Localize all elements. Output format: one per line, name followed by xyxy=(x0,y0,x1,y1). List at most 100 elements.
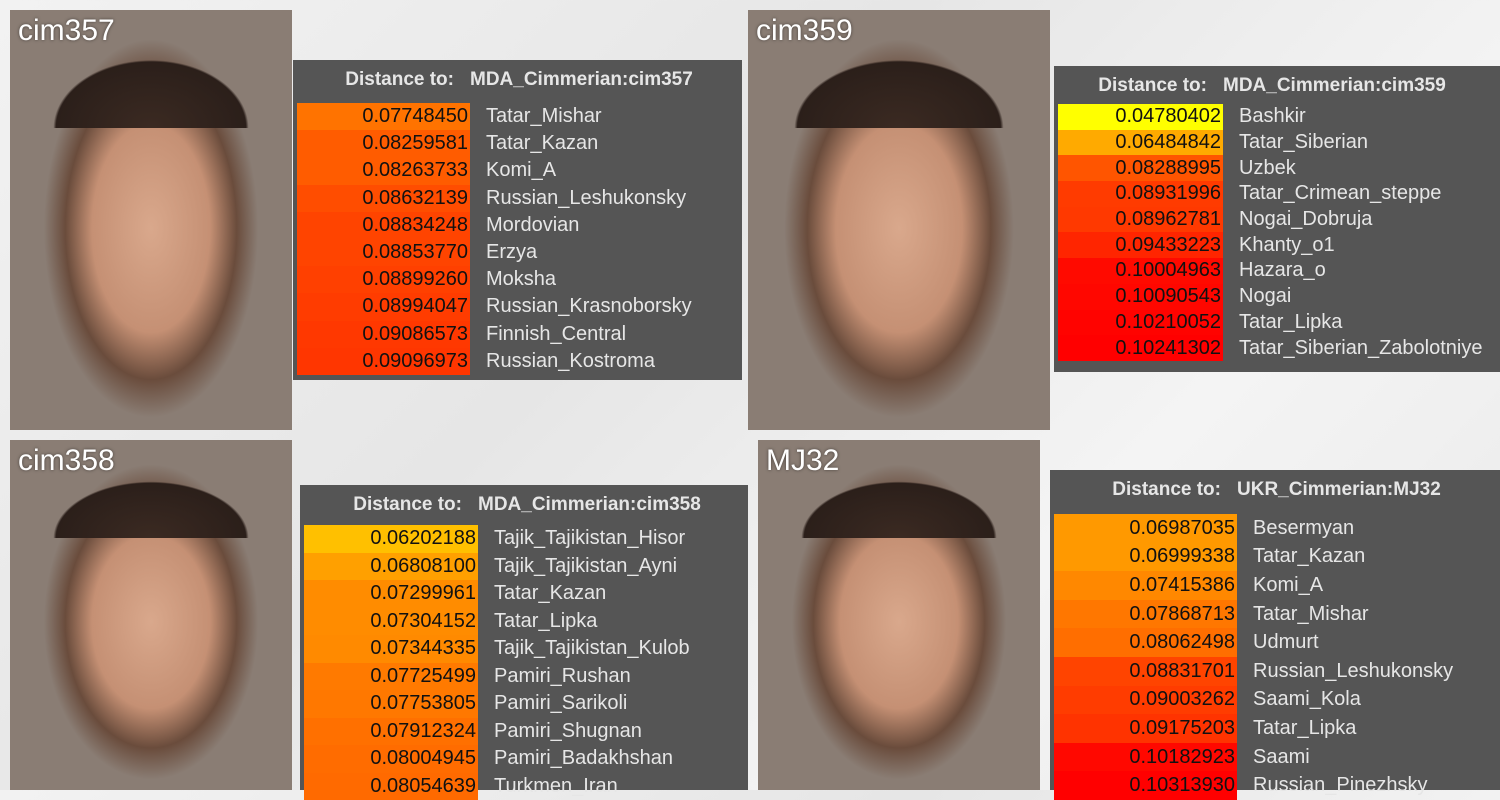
distance-value: 0.08994047 xyxy=(297,293,470,320)
table-header: Distance to:UKR_Cimmerian:MJ32 xyxy=(1050,470,1500,510)
population-name: Uzbek xyxy=(1223,157,1296,180)
distance-value: 0.10313930 xyxy=(1054,771,1237,800)
population-name: Erzya xyxy=(470,241,537,264)
distance-value: 0.08834248 xyxy=(297,212,470,239)
table-header: Distance to:MDA_Cimmerian:cim358 xyxy=(300,485,748,525)
population-name: Komi_A xyxy=(470,159,556,182)
population-name: Russian_Leshukonsky xyxy=(1237,660,1453,683)
population-name: Komi_A xyxy=(1237,574,1323,597)
population-name: Tajik_Tajikistan_Kulob xyxy=(478,637,690,660)
population-name: Tajik_Tajikistan_Ayni xyxy=(478,555,677,578)
population-name: Finnish_Central xyxy=(470,323,626,346)
distance-value: 0.08263733 xyxy=(297,157,470,184)
population-name: Saami xyxy=(1237,746,1310,769)
population-name: Mordovian xyxy=(470,214,579,237)
distance-value: 0.10182923 xyxy=(1054,743,1237,772)
population-name: Tatar_Crimean_steppe xyxy=(1223,182,1441,205)
distance-value: 0.07304152 xyxy=(304,608,478,636)
sample-label: cim359 xyxy=(756,14,853,48)
distance-value: 0.09433223 xyxy=(1058,232,1223,258)
face-photo: cim359 xyxy=(748,10,1050,430)
population-name: Nogai xyxy=(1223,285,1291,308)
population-name: Saami_Kola xyxy=(1237,688,1361,711)
distance-value: 0.08632139 xyxy=(297,185,470,212)
distance-value: 0.09003262 xyxy=(1054,686,1237,715)
header-label: Distance to: xyxy=(1054,75,1223,97)
population-name: Pamiri_Shugnan xyxy=(478,720,642,743)
distance-table: Distance to:MDA_Cimmerian:cim357 0.077484… xyxy=(293,60,742,380)
distance-value: 0.07299961 xyxy=(304,580,478,608)
population-name: Pamiri_Badakhshan xyxy=(478,747,673,770)
distance-value: 0.07748450 xyxy=(297,103,470,130)
target-name: MDA_Cimmerian:cim357 xyxy=(470,69,693,91)
population-name: Khanty_o1 xyxy=(1223,234,1335,257)
distance-value: 0.07415386 xyxy=(1054,571,1237,600)
population-name: Besermyan xyxy=(1237,517,1354,540)
population-name: Tatar_Kazan xyxy=(470,132,598,155)
sample-label: cim357 xyxy=(18,14,115,48)
distance-value: 0.08259581 xyxy=(297,130,470,157)
target-name: MDA_Cimmerian:cim359 xyxy=(1223,75,1446,97)
table-header: Distance to:MDA_Cimmerian:cim359 xyxy=(1054,66,1500,106)
population-name: Tatar_Lipka xyxy=(478,610,597,633)
face-photo: MJ32 xyxy=(758,440,1040,790)
target-name: MDA_Cimmerian:cim358 xyxy=(478,494,701,516)
target-name: UKR_Cimmerian:MJ32 xyxy=(1237,479,1441,501)
face-photo: cim357 xyxy=(10,10,292,430)
header-label: Distance to: xyxy=(1050,479,1237,501)
population-name: Tatar_Mishar xyxy=(1237,603,1369,626)
distance-value: 0.08853770 xyxy=(297,239,470,266)
population-name: Pamiri_Rushan xyxy=(478,665,631,688)
population-name: Russian_Pinezhsky xyxy=(1237,774,1428,797)
distance-value: 0.07344335 xyxy=(304,635,478,663)
distance-value: 0.06484842 xyxy=(1058,130,1223,156)
distance-value: 0.09096973 xyxy=(297,348,470,375)
face-photo: cim358 xyxy=(10,440,292,790)
population-name: Tatar_Kazan xyxy=(1237,545,1365,568)
distance-value: 0.08962781 xyxy=(1058,207,1223,233)
table-header: Distance to:MDA_Cimmerian:cim357 xyxy=(293,60,742,100)
distance-value: 0.08004945 xyxy=(304,745,478,773)
population-name: Moksha xyxy=(470,268,556,291)
distance-value: 0.10090543 xyxy=(1058,284,1223,310)
distance-value: 0.07753805 xyxy=(304,690,478,718)
distance-value: 0.08899260 xyxy=(297,266,470,293)
population-name: Tatar_Mishar xyxy=(470,105,602,128)
population-name: Hazara_o xyxy=(1223,259,1326,282)
header-label: Distance to: xyxy=(300,494,478,516)
population-name: Pamiri_Sarikoli xyxy=(478,692,627,715)
population-name: Russian_Krasnoborsky xyxy=(470,295,692,318)
distance-value: 0.08288995 xyxy=(1058,155,1223,181)
population-name: Nogai_Dobruja xyxy=(1223,208,1372,231)
distance-value: 0.08931996 xyxy=(1058,181,1223,207)
distance-value: 0.07912324 xyxy=(304,718,478,746)
distance-value: 0.08831701 xyxy=(1054,657,1237,686)
population-name: Tatar_Siberian xyxy=(1223,131,1368,154)
